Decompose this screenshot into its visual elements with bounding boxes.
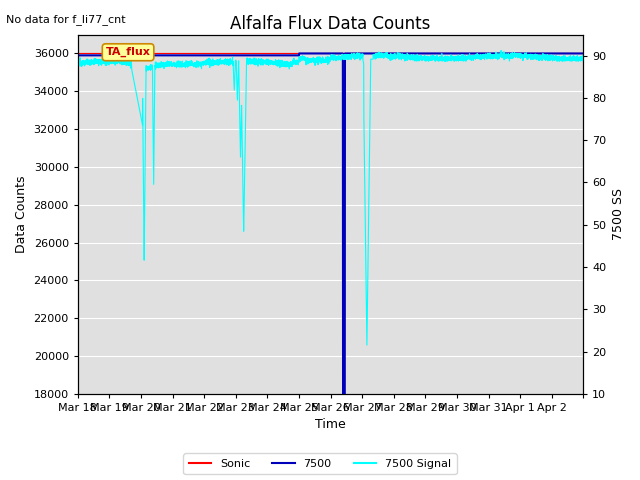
Y-axis label: Data Counts: Data Counts: [15, 175, 28, 253]
Legend: Sonic, 7500, 7500 Signal: Sonic, 7500, 7500 Signal: [183, 453, 457, 474]
X-axis label: Time: Time: [315, 419, 346, 432]
Title: Alfalfa Flux Data Counts: Alfalfa Flux Data Counts: [230, 15, 431, 33]
Text: TA_flux: TA_flux: [106, 47, 150, 58]
Y-axis label: 7500 SS: 7500 SS: [612, 188, 625, 240]
Text: No data for f_li77_cnt: No data for f_li77_cnt: [6, 14, 126, 25]
